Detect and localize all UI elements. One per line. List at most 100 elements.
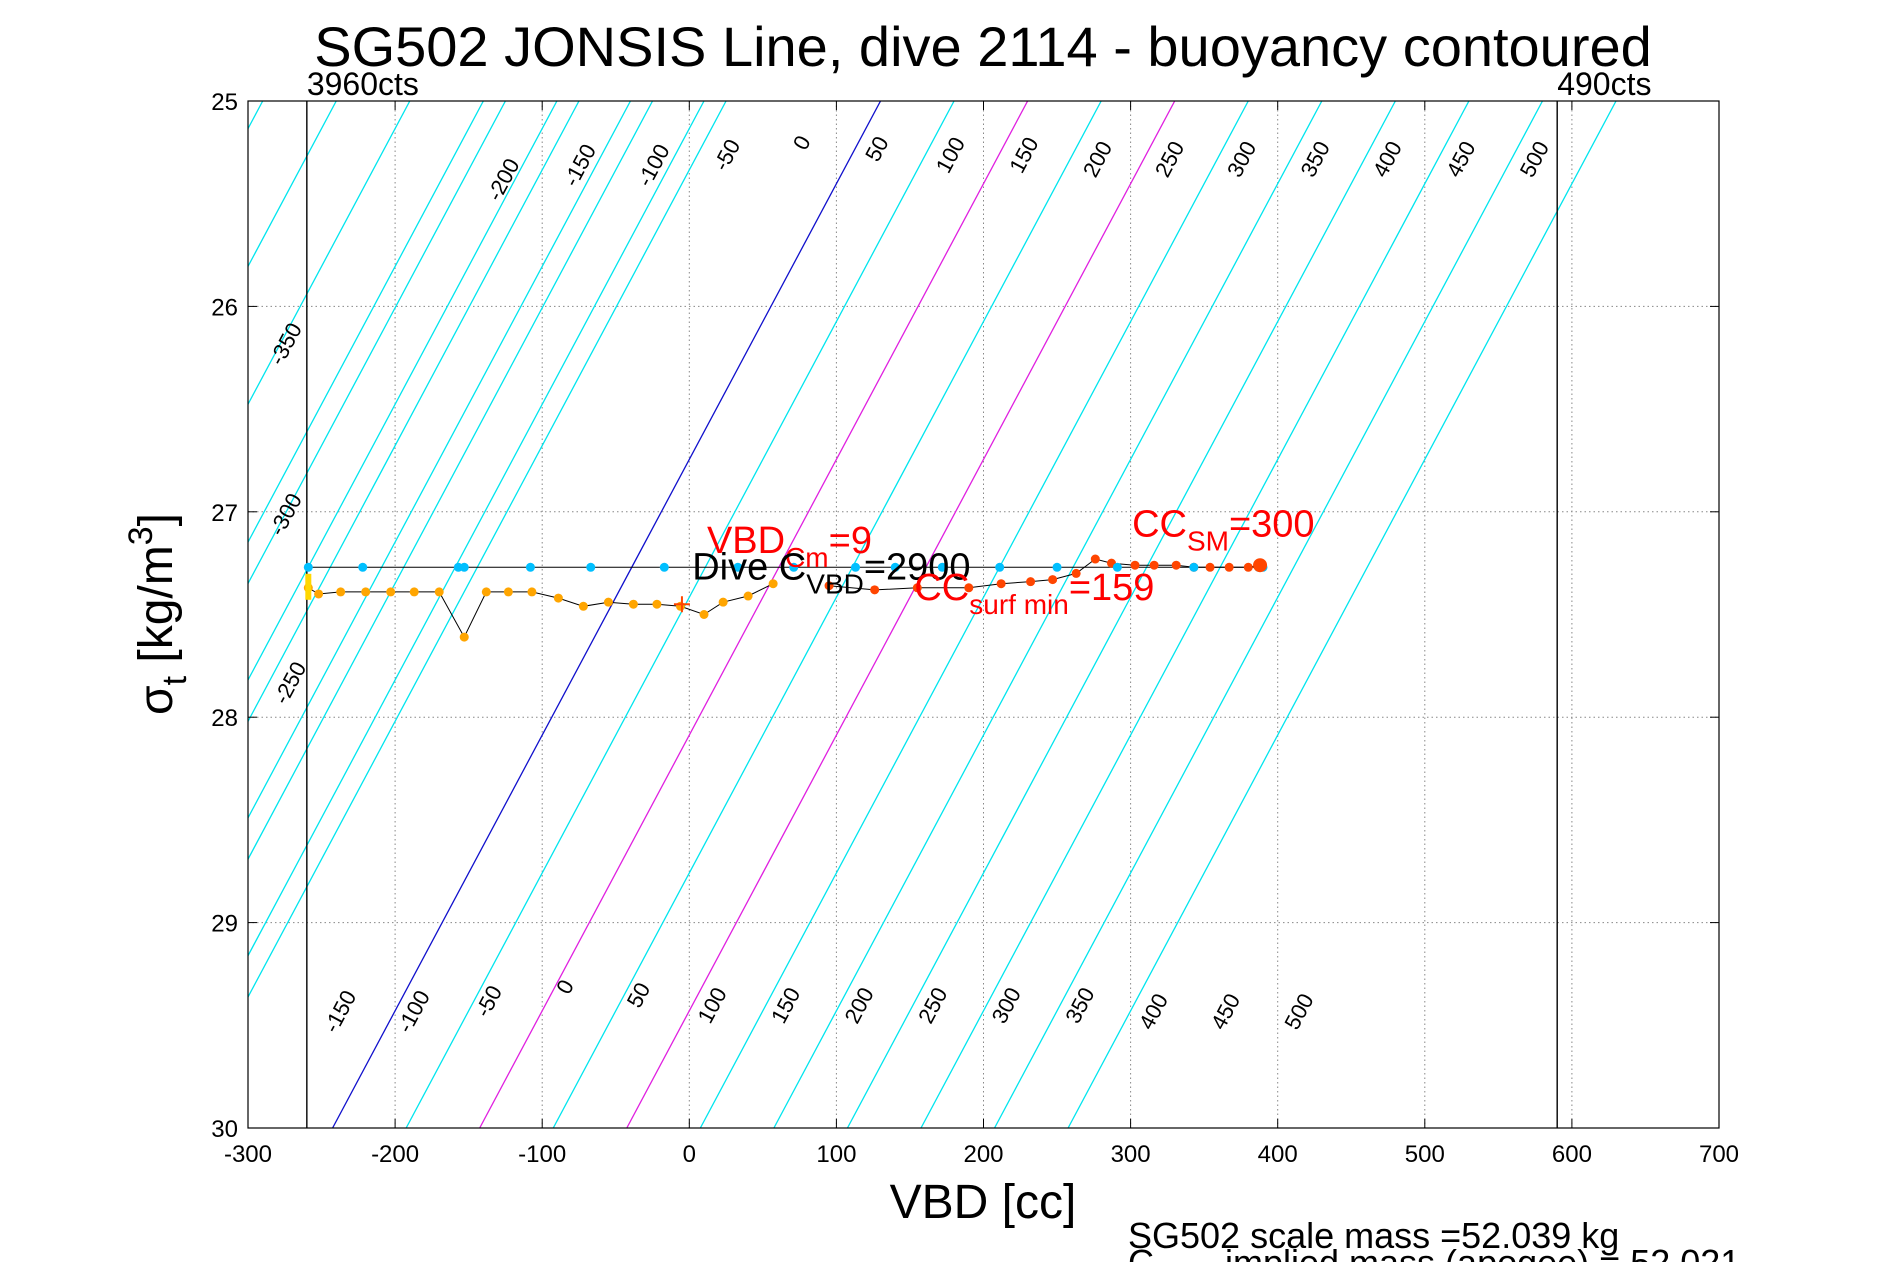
end-marker: [1253, 558, 1268, 573]
data-point: [459, 562, 469, 572]
data-point: [699, 610, 709, 619]
chart-title: SG502 JONSIS Line, dive 2114 - buoyancy …: [314, 15, 1652, 78]
data-point: [1243, 562, 1253, 572]
gridlines: [248, 101, 1719, 1128]
contour-line: [993, 101, 1544, 1128]
annotation-main: Dive C: [692, 547, 806, 589]
data-point: [1224, 562, 1234, 572]
data-point: [361, 587, 371, 597]
contour-line: [332, 101, 882, 1128]
x-tick-label: -300: [224, 1141, 272, 1168]
annotation-sub: SM: [1187, 525, 1229, 556]
data-point: [525, 562, 535, 572]
y-tick-label: 28: [211, 705, 238, 732]
data-point: [434, 587, 444, 597]
annotation-main: CC: [1132, 503, 1187, 545]
data-point: [1048, 575, 1058, 585]
start-marker: [305, 573, 312, 600]
contour-line: [405, 101, 955, 1128]
data-point: [314, 589, 324, 599]
contour-line: [248, 101, 654, 861]
data-point: [1205, 562, 1215, 572]
data-point: [527, 587, 537, 597]
data-point: [1071, 568, 1081, 578]
x-tick-label: 400: [1258, 1141, 1298, 1168]
data-point: [459, 632, 469, 642]
data-point: [768, 579, 778, 589]
data-point: [996, 579, 1006, 589]
y-axis-label-sub: t: [156, 675, 194, 685]
contour-line: [479, 101, 1029, 1128]
annotation-value: =2900: [864, 547, 971, 589]
data-point: [1171, 560, 1181, 570]
data-point: [1112, 562, 1122, 572]
x-tick-label: 200: [963, 1141, 1003, 1168]
contour-line: [248, 101, 411, 406]
x-tick-label: 700: [1699, 1141, 1739, 1168]
x-tick-label: -200: [371, 1141, 419, 1168]
cm-marker: [673, 596, 690, 613]
data-point: [1090, 554, 1100, 564]
data-point: [995, 562, 1005, 572]
x-tick-label: 500: [1405, 1141, 1445, 1168]
footnote-implied-c: C: [1128, 1242, 1154, 1262]
contour-line: [248, 101, 558, 682]
data-point: [743, 591, 753, 601]
data-point: [675, 601, 685, 611]
y-tick-label: 26: [211, 294, 238, 321]
data-point: [1149, 560, 1159, 570]
data-point: [553, 593, 563, 603]
y-tick-label: 29: [211, 911, 238, 938]
y-axis-label-close: ]: [130, 513, 183, 526]
contour-line: [846, 101, 1396, 1128]
data-point: [652, 599, 662, 609]
annotation-cc-sm: CCSM=300: [1132, 503, 1314, 556]
footnote-scale-mass: SG502 scale mass =52.039 kg: [1128, 1215, 1619, 1256]
data-point: [603, 597, 613, 607]
data-point: [851, 562, 861, 572]
x-axis-label: VBD [cc]: [890, 1176, 1077, 1229]
y-tick-label: 27: [211, 500, 238, 527]
annotation-sub: surf min: [969, 589, 1069, 620]
annotation-dive-c: Dive CVBD=2900: [692, 547, 970, 600]
data-point: [964, 583, 974, 593]
data-point: [1052, 562, 1062, 572]
data-point: [789, 562, 799, 572]
data-point: [870, 585, 880, 595]
data-series: [303, 554, 1268, 642]
data-point: [824, 581, 834, 591]
contour-line: [699, 101, 1249, 1128]
data-point: [1130, 560, 1140, 570]
data-point: [578, 601, 588, 611]
x-tick-label: -100: [518, 1141, 566, 1168]
contour-line: [552, 101, 1102, 1128]
data-point: [890, 562, 900, 572]
data-point: [1189, 562, 1199, 572]
annotation-vbd-cm: VBDCm=9: [707, 520, 872, 573]
contour-line: [248, 101, 484, 544]
data-point: [409, 587, 419, 597]
annotation-sub: VBD: [806, 569, 864, 600]
contour-line: [248, 101, 580, 723]
data-point: [659, 562, 669, 572]
annotation-sub: Cm: [785, 542, 829, 573]
x-tick-label: 300: [1111, 1141, 1151, 1168]
contour-line: [248, 101, 506, 585]
vbd-limit-label: 490cts: [1557, 66, 1651, 102]
footnote-implied-mass: implied mass (apogee) = 52.021: [1225, 1242, 1740, 1262]
x-tick-label: 600: [1552, 1141, 1592, 1168]
contour-line: [248, 101, 705, 958]
data-point: [718, 597, 728, 607]
annotation-cc-surf-min: CCsurf min=159: [914, 567, 1154, 620]
annotation-value: =159: [1069, 567, 1155, 609]
annotation-main: CC: [914, 567, 969, 609]
contour-line: [248, 101, 632, 820]
y-axis-label-unit: [kg/m: [130, 545, 183, 676]
data-point: [386, 587, 396, 597]
plot-area: 3960cts 490cts -200 -150 -100 -50 0 50 100 150 20…: [211, 66, 1739, 1168]
x-tick-label: 0: [683, 1141, 696, 1168]
contour-line: [626, 101, 1176, 1128]
data-point: [937, 562, 947, 572]
